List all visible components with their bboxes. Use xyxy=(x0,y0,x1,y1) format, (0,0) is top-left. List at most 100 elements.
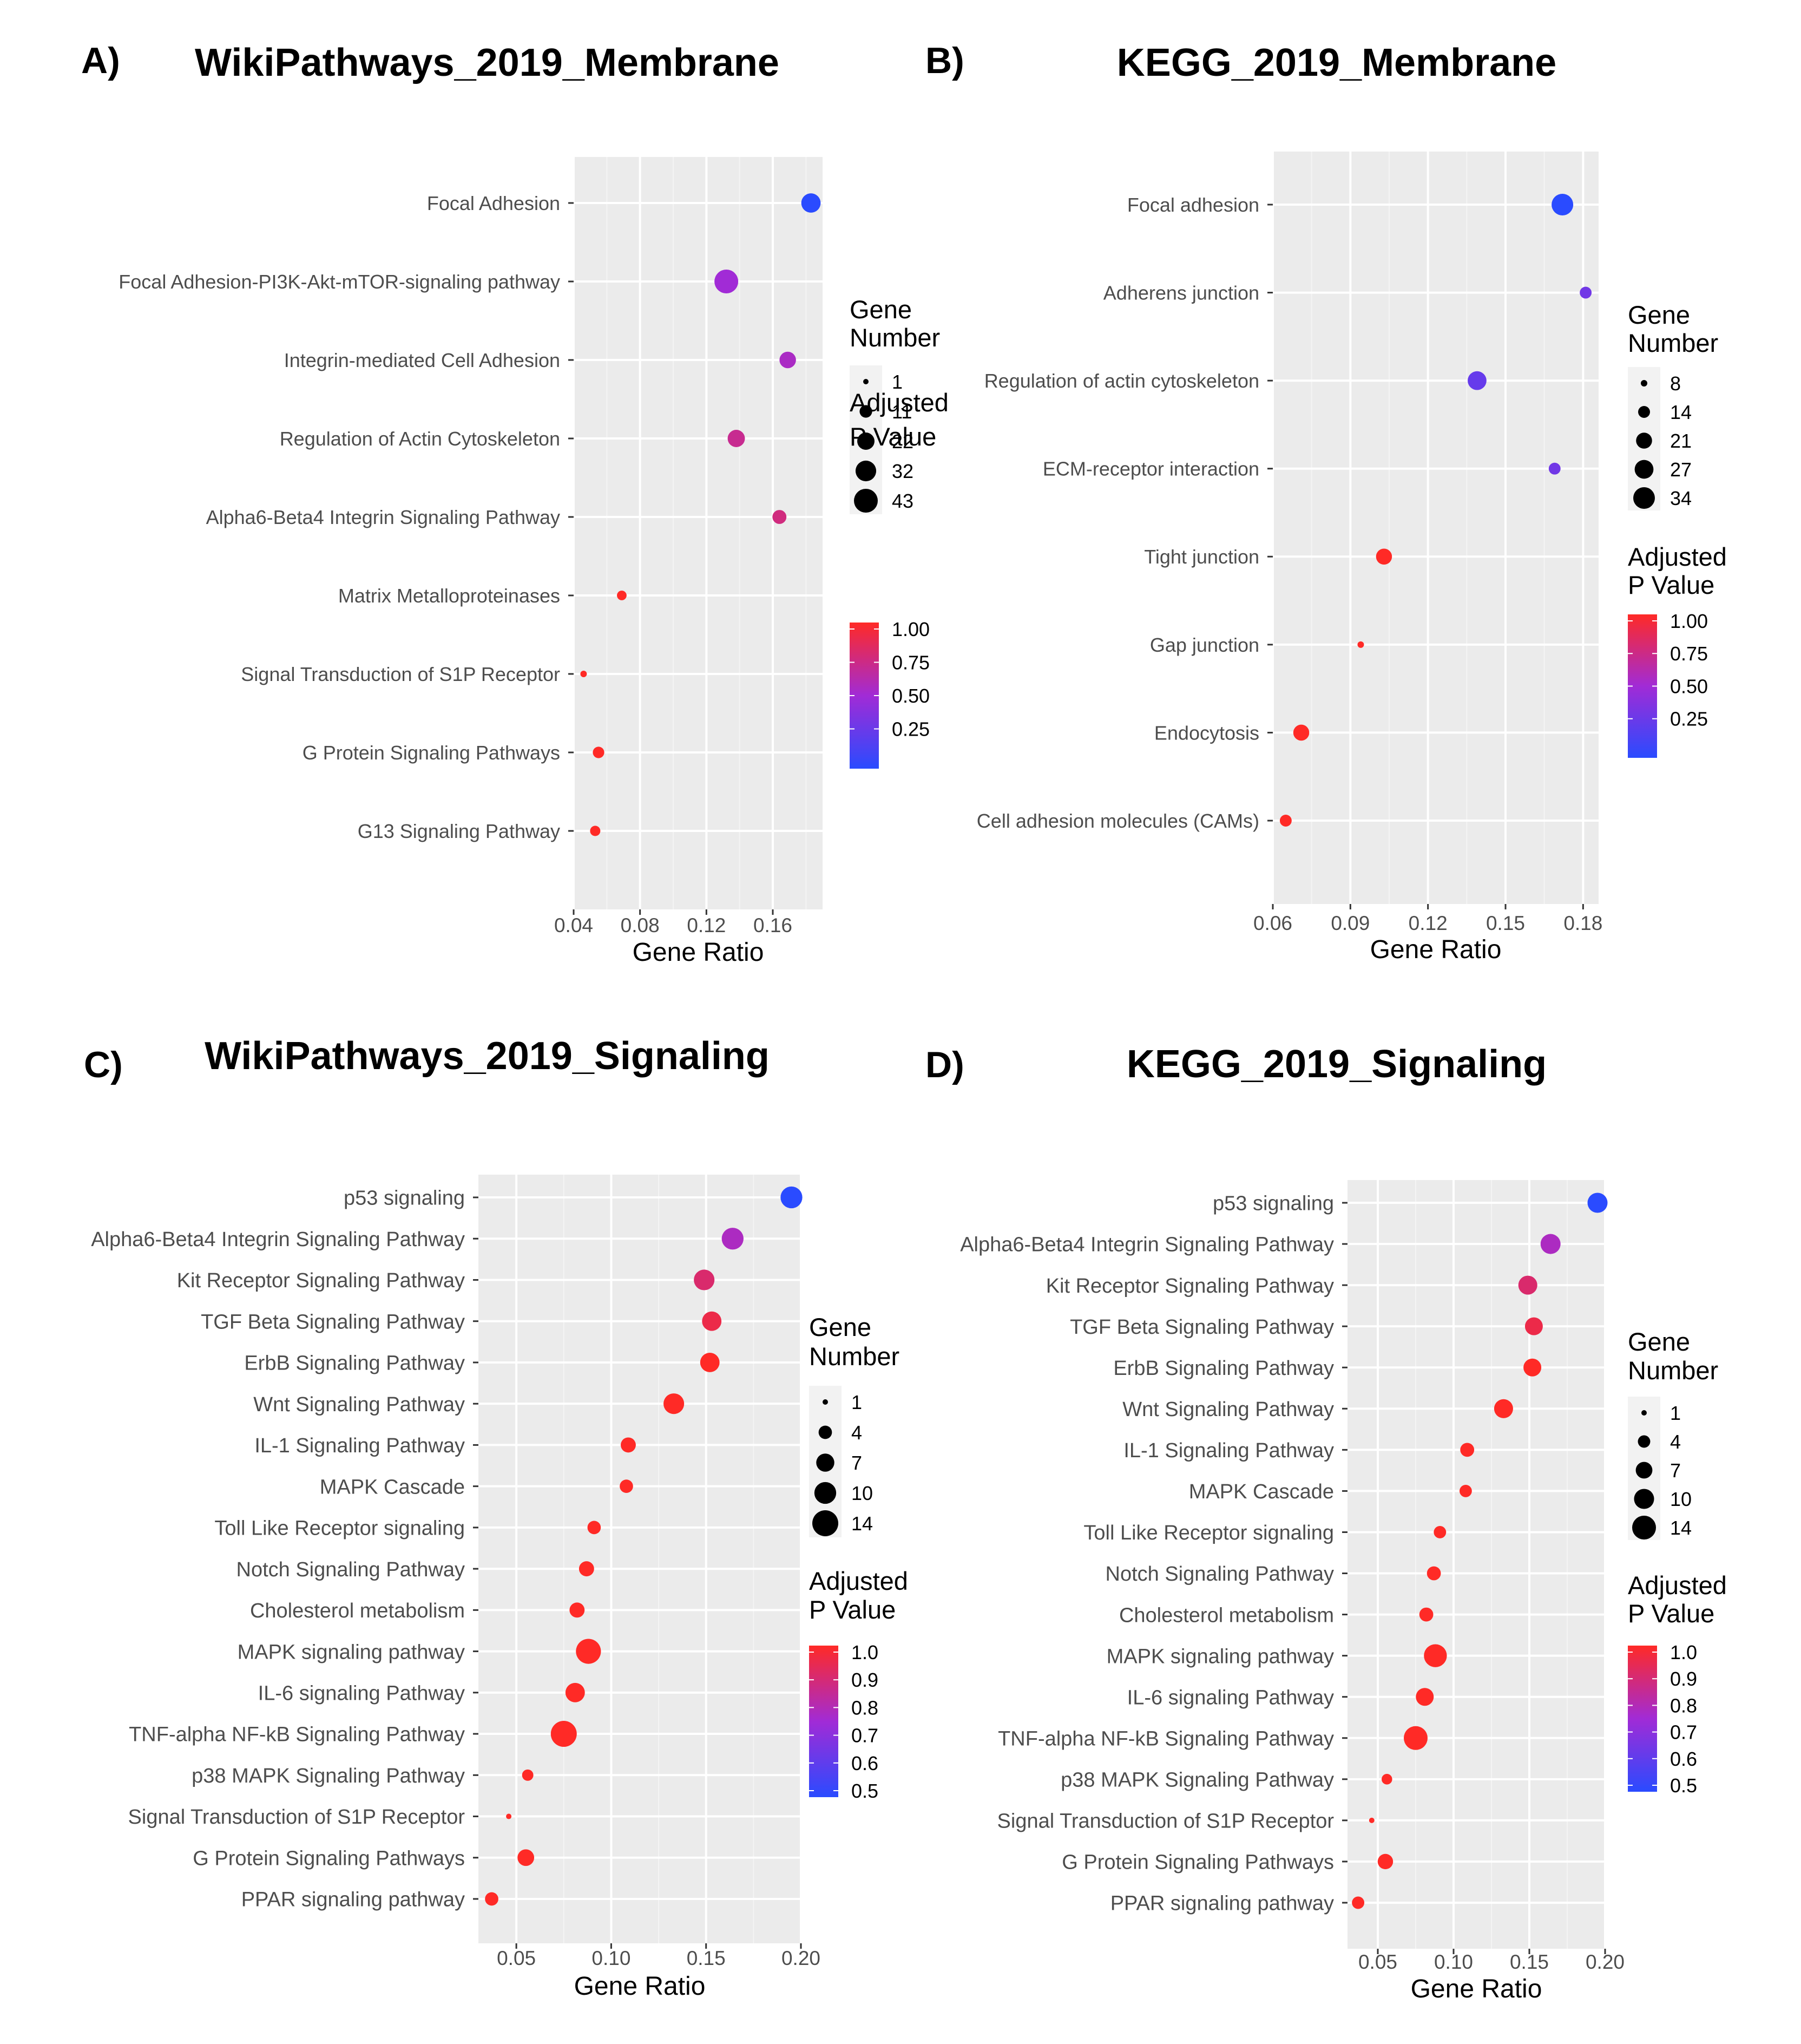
color-legend-label: 0.5 xyxy=(1670,1774,1697,1797)
category-label: Notch Signaling Pathway xyxy=(1106,1563,1334,1586)
size-legend-title: Gene xyxy=(809,1313,871,1341)
size-legend-title: Number xyxy=(1628,329,1718,357)
category-label: Kit Receptor Signaling Pathway xyxy=(177,1269,465,1292)
data-point xyxy=(1548,462,1561,475)
category-label: Toll Like Receptor signaling xyxy=(1083,1522,1334,1544)
category-label: Wnt Signaling Pathway xyxy=(253,1393,465,1416)
color-legend-label: 0.6 xyxy=(851,1752,878,1774)
panel-d-signaling-kegg: D) KEGG_2019_Signaling 0.05 0.10 0.15 0.20 p… xyxy=(925,1043,1727,2003)
x-tick-label: 0.15 xyxy=(687,1947,726,1969)
color-legend-label: 0.9 xyxy=(1670,1668,1697,1690)
data-point xyxy=(1352,1896,1365,1909)
data-point xyxy=(1376,548,1392,565)
data-point xyxy=(1459,1484,1472,1497)
size-legend-key xyxy=(816,1453,834,1472)
size-legend-key xyxy=(823,1399,828,1405)
category-label: Cholesterol metabolism xyxy=(250,1600,465,1622)
data-point xyxy=(1427,1566,1441,1581)
category-label: MAPK signaling pathway xyxy=(238,1641,465,1663)
plot-background xyxy=(574,157,823,909)
x-axis-label: Gene Ratio xyxy=(1370,935,1502,964)
category-label: MAPK Cascade xyxy=(1189,1480,1334,1503)
data-point xyxy=(772,510,787,524)
x-tick-label: 0.18 xyxy=(1563,912,1602,934)
x-tick-label: 0.04 xyxy=(554,914,593,936)
data-point xyxy=(801,193,821,213)
color-legend-title: P Value xyxy=(1628,1599,1714,1628)
panel-b-membrane-kegg: B) KEGG_2019_Membrane 0.06 0.09 0.12 0.15 0.… xyxy=(925,40,1727,964)
size-legend-key xyxy=(1632,1516,1656,1539)
size-legend-label: 7 xyxy=(851,1452,862,1474)
data-point xyxy=(1468,371,1487,390)
category-label: Cholesterol metabolism xyxy=(1119,1604,1334,1627)
size-legend-label: 14 xyxy=(851,1512,873,1535)
x-tick-label: 0.16 xyxy=(753,914,792,936)
size-legend-title: Gene xyxy=(1628,300,1690,329)
data-point xyxy=(1434,1526,1447,1538)
color-legend-label: 1.0 xyxy=(1670,1641,1697,1663)
plot-background xyxy=(1348,1180,1605,1949)
x-tick-label: 0.12 xyxy=(687,914,726,936)
category-label: G Protein Signaling Pathways xyxy=(303,742,560,764)
data-point xyxy=(617,591,627,600)
category-label: Focal Adhesion-PI3K-Akt-mTOR-signaling p… xyxy=(119,271,560,293)
color-legend-label: 0.7 xyxy=(1670,1721,1697,1744)
category-label: Tight junction xyxy=(1144,546,1259,568)
x-tick-label: 0.15 xyxy=(1510,1951,1549,1973)
size-legend-label: 21 xyxy=(1670,430,1692,452)
category-label: Regulation of Actin Cytoskeleton xyxy=(280,428,560,450)
size-legend-key xyxy=(1636,433,1652,449)
category-label: Signal Transduction of S1P Receptor xyxy=(241,663,560,685)
data-point xyxy=(1293,724,1310,741)
data-point xyxy=(700,1353,720,1372)
data-point xyxy=(1587,1193,1608,1213)
data-point xyxy=(522,1769,534,1781)
data-point xyxy=(590,826,601,836)
panel-c-letter: C) xyxy=(84,1044,123,1085)
size-legend-label: 1 xyxy=(1670,1402,1681,1424)
data-point xyxy=(727,430,745,447)
data-point xyxy=(1460,1443,1475,1457)
data-point xyxy=(663,1393,685,1414)
size-legend-key xyxy=(1634,460,1654,479)
data-point xyxy=(580,671,587,677)
category-label: ECM-receptor interaction xyxy=(1043,458,1259,480)
data-point xyxy=(694,1269,715,1290)
x-axis-label: Gene Ratio xyxy=(633,938,764,967)
category-label: p38 MAPK Signaling Pathway xyxy=(1061,1769,1334,1792)
category-label: Regulation of actin cytoskeleton xyxy=(984,370,1259,392)
data-point xyxy=(1580,286,1592,299)
color-legend-label: 0.5 xyxy=(851,1780,878,1802)
data-point xyxy=(550,1721,577,1747)
data-point xyxy=(593,746,604,758)
color-legend-label: 1.0 xyxy=(851,1641,878,1663)
size-legend-key xyxy=(863,379,869,384)
category-label: Alpha6-Beta4 Integrin Signaling Pathway xyxy=(206,506,560,528)
color-legend-title: Adjusted xyxy=(850,388,949,417)
data-point xyxy=(1369,1817,1375,1823)
size-legend-key xyxy=(1638,1435,1651,1448)
category-label: Notch Signaling Pathway xyxy=(236,1558,465,1581)
size-legend-key xyxy=(857,433,875,450)
color-legend-label: 0.50 xyxy=(1670,675,1708,697)
size-legend-label: 1 xyxy=(892,371,903,393)
size-legend-title: Number xyxy=(809,1342,899,1371)
category-label: TNF-alpha NF-kB Signaling Pathway xyxy=(129,1724,465,1746)
category-label: Endocytosis xyxy=(1154,722,1259,744)
category-label: Focal Adhesion xyxy=(427,192,560,214)
size-legend-title: Gene xyxy=(850,295,912,324)
size-legend-label: 4 xyxy=(851,1421,862,1444)
x-axis-label: Gene Ratio xyxy=(1411,1975,1542,2003)
category-label: IL-1 Signaling Pathway xyxy=(1123,1439,1334,1462)
size-legend-key xyxy=(818,1425,832,1439)
category-label: IL-1 Signaling Pathway xyxy=(254,1434,465,1457)
category-label: G Protein Signaling Pathways xyxy=(193,1847,465,1870)
category-label: PPAR signaling pathway xyxy=(241,1889,465,1911)
category-label: Adherens junction xyxy=(1103,282,1259,304)
size-legend-label: 11 xyxy=(892,401,912,423)
category-label: ErbB Signaling Pathway xyxy=(244,1352,465,1375)
size-legend-label: 14 xyxy=(1670,1517,1692,1539)
data-point xyxy=(1424,1644,1447,1667)
data-point xyxy=(1357,641,1364,648)
color-legend-label: 0.7 xyxy=(851,1725,878,1747)
